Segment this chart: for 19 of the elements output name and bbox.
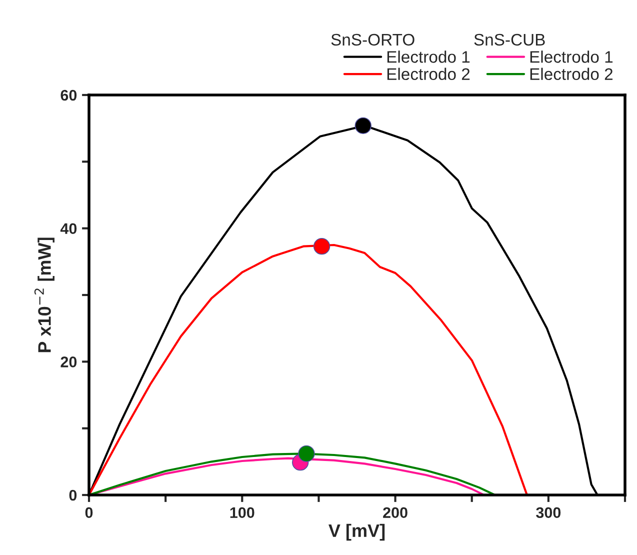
legend-label: Electrodo 1 (530, 50, 613, 63)
y-axis-title: P x10$^{−2}$ [mW] (34, 238, 54, 352)
y-tick-label: 0 (69, 490, 77, 501)
y-tick-label: 20 (60, 356, 77, 368)
legend-label: Electrodo 2 (530, 68, 612, 80)
x-axis-title: V [mV] (328, 524, 385, 541)
x-tick-label: 100 (230, 507, 254, 518)
text: SnS-CUB (474, 34, 545, 46)
point (354, 117, 372, 134)
legend-label: Electrodo 2 (387, 68, 470, 80)
y-tick-label: 40 (60, 223, 77, 234)
x-tick-label: 0 (85, 507, 93, 518)
legend-label: Electrodo 1 (387, 50, 470, 63)
point (313, 238, 330, 255)
y-tick-label: 60 (60, 90, 77, 101)
x-tick-label: 200 (383, 507, 408, 518)
point (298, 445, 315, 462)
x-tick-label: 300 (536, 507, 561, 518)
text: SnS-ORTO (331, 34, 414, 46)
